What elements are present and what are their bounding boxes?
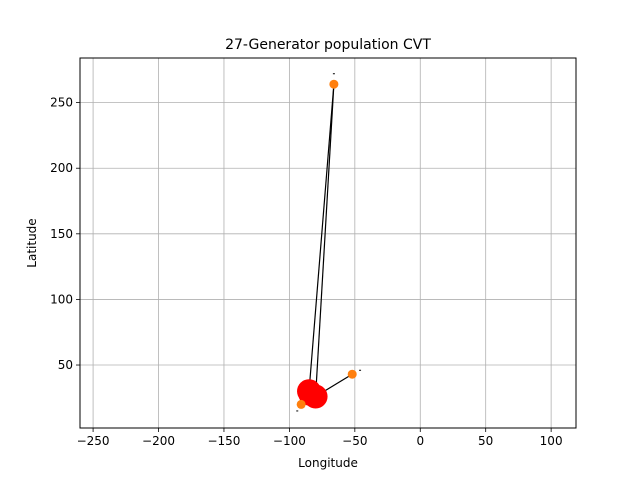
- plot-frame: [79, 57, 577, 429]
- x-tick-label: 50: [478, 434, 493, 448]
- grid: [80, 58, 576, 428]
- x-tick-label: −200: [142, 434, 175, 448]
- endpoint-point: [347, 369, 357, 379]
- endpoints: [296, 79, 357, 409]
- endpoint-point: [329, 79, 339, 89]
- y-axis-label: Latitude: [25, 218, 39, 267]
- edge-line: [314, 84, 335, 397]
- edge-line: [308, 84, 335, 392]
- generators: [297, 379, 328, 409]
- y-tick-label: 250: [50, 96, 73, 110]
- x-axis-label: Longitude: [298, 456, 358, 470]
- x-ticks: −250 −200 −150 −100 −50 0 50 100: [77, 428, 563, 448]
- x-tick-label: 100: [540, 434, 563, 448]
- edges: [296, 73, 362, 412]
- x-tick-label: −100: [273, 434, 306, 448]
- y-tick-label: 150: [50, 227, 73, 241]
- y-tick-label: 200: [50, 161, 73, 175]
- y-tick-label: 50: [58, 358, 73, 372]
- x-tick-label: −250: [77, 434, 110, 448]
- x-tick-label: 0: [416, 434, 424, 448]
- generator-point: [298, 381, 323, 406]
- endpoint-point: [296, 399, 306, 409]
- y-tick-label: 100: [50, 292, 73, 306]
- x-tick-label: −150: [207, 434, 240, 448]
- x-tick-label: −50: [342, 434, 367, 448]
- y-ticks: 50 100 150 200 250: [50, 96, 80, 372]
- chart-title: 27-Generator population CVT: [225, 37, 431, 53]
